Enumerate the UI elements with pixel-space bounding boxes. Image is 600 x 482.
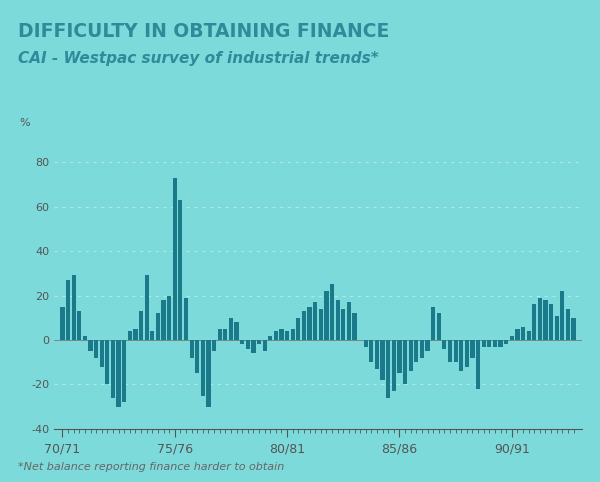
Bar: [229, 318, 233, 340]
Bar: [223, 329, 227, 340]
Bar: [375, 340, 379, 369]
Bar: [206, 340, 211, 407]
Bar: [156, 313, 160, 340]
Bar: [257, 340, 261, 345]
Bar: [431, 307, 435, 340]
Bar: [515, 329, 520, 340]
Bar: [532, 305, 536, 340]
Bar: [201, 340, 205, 396]
Bar: [263, 340, 267, 351]
Bar: [470, 340, 475, 358]
Bar: [71, 276, 76, 340]
Bar: [487, 340, 491, 347]
Bar: [88, 340, 92, 351]
Bar: [352, 313, 356, 340]
Bar: [285, 331, 289, 340]
Bar: [504, 340, 508, 345]
Bar: [167, 295, 171, 340]
Bar: [290, 329, 295, 340]
Bar: [509, 335, 514, 340]
Bar: [437, 313, 441, 340]
Bar: [493, 340, 497, 347]
Bar: [554, 316, 559, 340]
Bar: [397, 340, 401, 374]
Bar: [133, 329, 137, 340]
Bar: [173, 177, 177, 340]
Bar: [184, 298, 188, 340]
Bar: [145, 276, 149, 340]
Text: CAI - Westpac survey of industrial trends*: CAI - Westpac survey of industrial trend…: [18, 51, 379, 66]
Bar: [476, 340, 480, 389]
Bar: [341, 309, 346, 340]
Bar: [330, 284, 334, 340]
Bar: [274, 331, 278, 340]
Bar: [178, 200, 182, 340]
Bar: [313, 302, 317, 340]
Bar: [66, 280, 70, 340]
Bar: [482, 340, 486, 347]
Bar: [392, 340, 396, 391]
Bar: [527, 331, 531, 340]
Text: *Net balance reporting finance harder to obtain: *Net balance reporting finance harder to…: [18, 462, 284, 472]
Bar: [521, 327, 525, 340]
Bar: [218, 329, 222, 340]
Bar: [77, 311, 82, 340]
Bar: [448, 340, 452, 362]
Bar: [459, 340, 463, 371]
Bar: [296, 318, 301, 340]
Bar: [235, 322, 239, 340]
Bar: [61, 307, 65, 340]
Text: DIFFICULTY IN OBTAINING FINANCE: DIFFICULTY IN OBTAINING FINANCE: [18, 22, 389, 40]
Bar: [364, 340, 368, 347]
Bar: [307, 307, 311, 340]
Text: %: %: [20, 118, 31, 128]
Bar: [105, 340, 109, 385]
Bar: [442, 340, 446, 349]
Bar: [538, 298, 542, 340]
Bar: [571, 318, 575, 340]
Bar: [268, 335, 272, 340]
Bar: [420, 340, 424, 358]
Bar: [414, 340, 418, 362]
Bar: [465, 340, 469, 367]
Bar: [245, 340, 250, 349]
Bar: [347, 302, 351, 340]
Bar: [302, 311, 306, 340]
Bar: [566, 309, 570, 340]
Bar: [369, 340, 373, 362]
Bar: [335, 300, 340, 340]
Bar: [116, 340, 121, 407]
Bar: [544, 300, 548, 340]
Bar: [122, 340, 127, 402]
Bar: [128, 331, 132, 340]
Bar: [240, 340, 244, 345]
Bar: [319, 309, 323, 340]
Bar: [380, 340, 385, 380]
Bar: [139, 311, 143, 340]
Bar: [499, 340, 503, 347]
Bar: [111, 340, 115, 398]
Bar: [100, 340, 104, 367]
Bar: [560, 291, 565, 340]
Bar: [409, 340, 413, 371]
Bar: [83, 335, 87, 340]
Bar: [403, 340, 407, 385]
Bar: [454, 340, 458, 362]
Bar: [212, 340, 216, 351]
Bar: [161, 300, 166, 340]
Bar: [94, 340, 98, 358]
Bar: [251, 340, 256, 353]
Bar: [195, 340, 199, 374]
Bar: [549, 305, 553, 340]
Bar: [325, 291, 329, 340]
Bar: [150, 331, 154, 340]
Bar: [280, 329, 284, 340]
Bar: [425, 340, 430, 351]
Bar: [386, 340, 391, 398]
Bar: [190, 340, 194, 358]
